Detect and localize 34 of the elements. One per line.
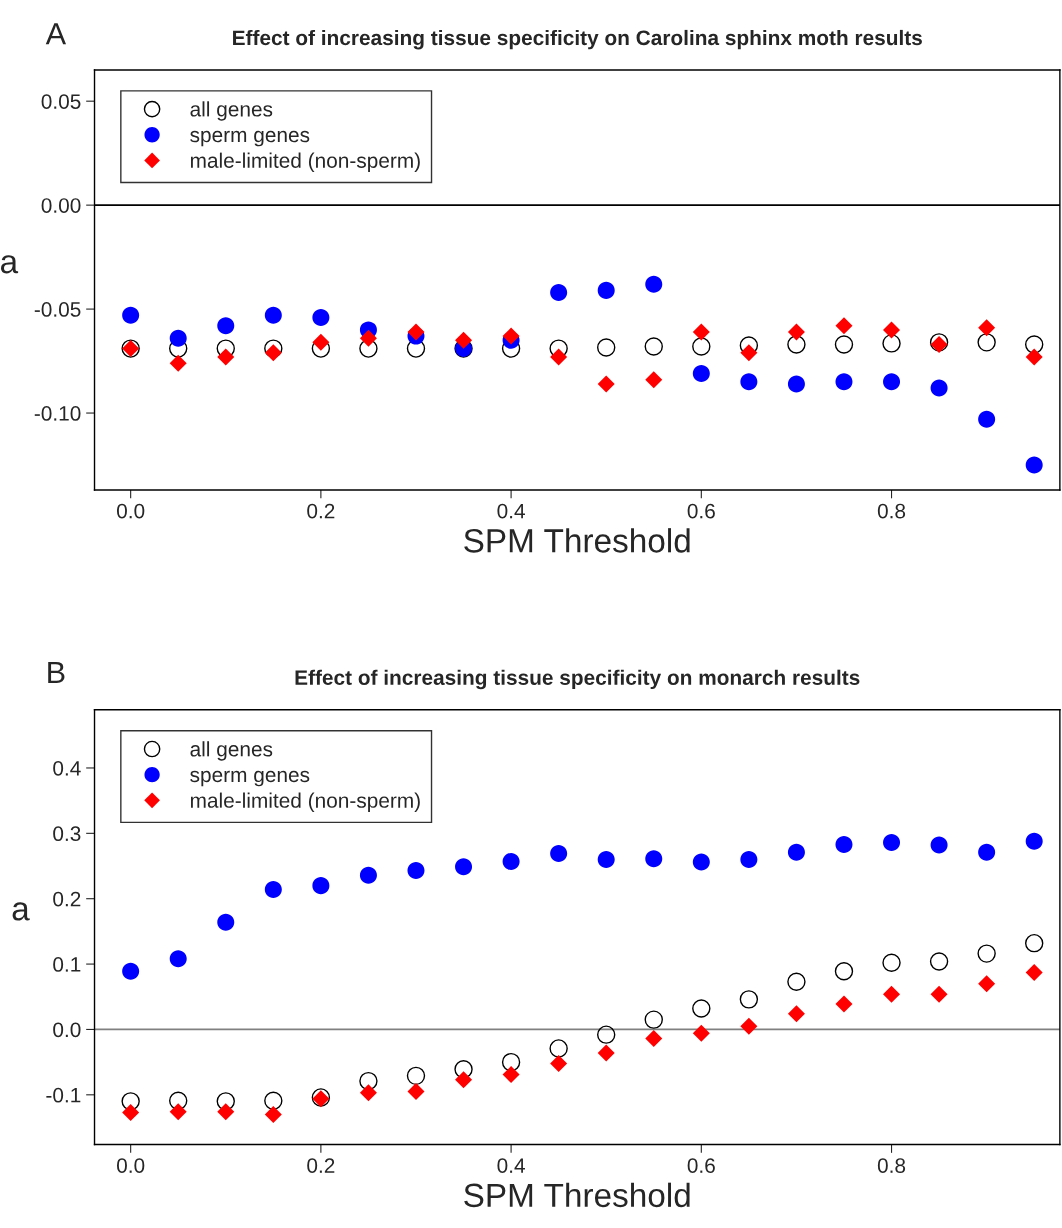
x-axis-title: SPM Threshold xyxy=(464,1182,690,1208)
y-tick-label: -0.05 xyxy=(34,302,81,317)
x-tick-label: 0.2 xyxy=(307,503,335,519)
y-tick-label: 0.0 xyxy=(53,1022,81,1038)
legend-label: sperm genes xyxy=(190,130,310,147)
y-tick-label: -0.1 xyxy=(46,1087,81,1103)
x-tick-label: 0.6 xyxy=(687,1158,715,1173)
x-tick-label: 0.0 xyxy=(116,1158,145,1173)
x-tick-label: 0.0 xyxy=(116,503,145,519)
y-tick-label: 0.05 xyxy=(41,94,81,109)
y-tick-label: 0.3 xyxy=(53,826,81,842)
y-tick-label: 0.00 xyxy=(41,198,81,213)
chart-title: Effect of increasing tissue specificity on Carolina sphinx moth results xyxy=(233,29,922,50)
y-axis-title: a xyxy=(0,255,19,274)
text: A xyxy=(45,23,67,45)
legend-label: sperm genes xyxy=(190,770,310,787)
x-tick-label: 0.4 xyxy=(497,1158,525,1173)
y-tick-label: 0.1 xyxy=(53,957,81,972)
x-tick-label: 0.2 xyxy=(307,1158,335,1173)
x-tick-label: 0.8 xyxy=(877,1158,906,1173)
legend-label: male-limited (non-sperm) xyxy=(190,152,420,173)
y-tick-label: -0.10 xyxy=(34,406,81,421)
text: B xyxy=(48,661,65,683)
legend-label: male-limited (non-sperm) xyxy=(190,792,420,812)
x-tick-label: 0.4 xyxy=(497,503,525,519)
x-tick-label: 0.8 xyxy=(877,503,906,519)
y-tick-label: 0.2 xyxy=(53,891,81,907)
y-tick-label: 0.4 xyxy=(53,760,81,776)
x-axis-title: SPM Threshold xyxy=(464,528,690,553)
y-axis-title: a xyxy=(12,902,30,921)
chart-title: Effect of increasing tissue specificity on monarch results xyxy=(295,669,860,690)
legend-label: all genes xyxy=(190,741,273,761)
legend-label: all genes xyxy=(190,101,273,121)
x-tick-label: 0.6 xyxy=(687,503,715,519)
